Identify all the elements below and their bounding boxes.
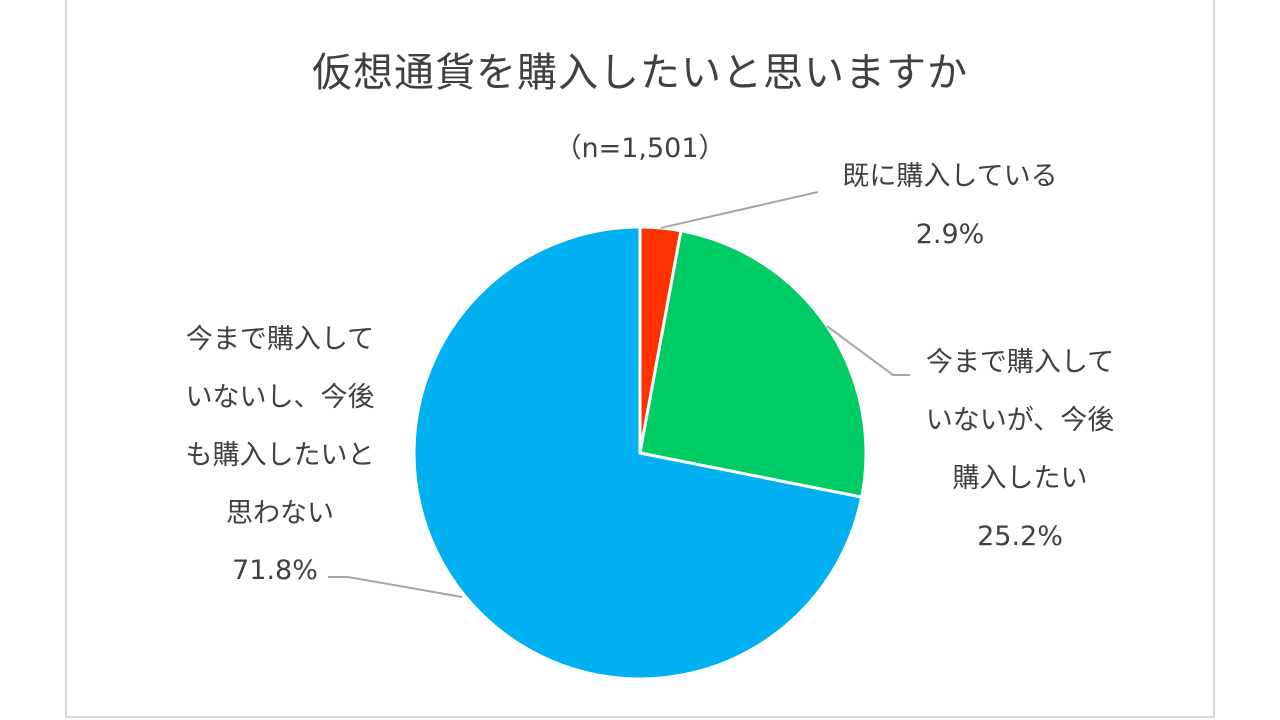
slice-value-label: 71.8% xyxy=(232,555,318,586)
slice-label-line: も購入したいと xyxy=(185,440,375,471)
slice-label-line: 既に購入している xyxy=(842,161,1058,192)
slice-label-already-purchased: 既に購入している 2.9% xyxy=(820,148,1080,264)
slice-value-label: 25.2% xyxy=(977,521,1063,552)
slice-label-line: 購入したい xyxy=(952,463,1088,494)
slice-value-label: 2.9% xyxy=(915,219,985,250)
slice-label-want-to-purchase: 今まで購入して いないが、今後 購入したい 25.2% xyxy=(900,334,1140,566)
slice-label-line: 今まで購入して xyxy=(925,347,1115,378)
leader-line-want-to-purchase xyxy=(826,325,910,376)
chart-frame xyxy=(65,0,1215,718)
slice-label-line: いないが、今後 xyxy=(925,405,1115,436)
pie-slice-want-to-purchase xyxy=(638,229,868,499)
slice-label-line: 思わない xyxy=(226,498,334,529)
chart-title: 仮想通貨を購入したいと思いますか xyxy=(312,50,968,96)
slice-label-line: 今まで購入して xyxy=(185,324,375,355)
leader-line-already-purchased xyxy=(660,191,819,229)
slice-label-not-interested: 今まで購入して いないし、今後 も購入したいと 思わない xyxy=(160,311,400,543)
leader-line-not-interested xyxy=(328,576,463,598)
slice-value-not-interested: 71.8% xyxy=(205,542,345,600)
chart-subtitle: （n=1,501） xyxy=(554,133,726,164)
slice-label-line: いないし、今後 xyxy=(185,382,375,413)
pie-slice-not-interested xyxy=(412,225,864,681)
